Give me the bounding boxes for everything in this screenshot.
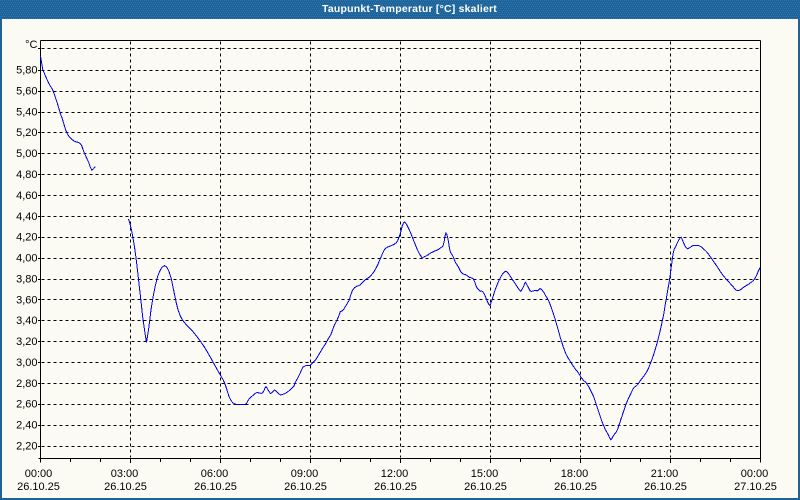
svg-text:26.10.25: 26.10.25 [464, 481, 507, 493]
svg-text:06:00: 06:00 [201, 468, 229, 480]
svg-text:00:00: 00:00 [741, 468, 769, 480]
svg-text:15:00: 15:00 [471, 468, 499, 480]
svg-text:26.10.25: 26.10.25 [374, 481, 417, 493]
svg-text:00:00: 00:00 [25, 468, 53, 480]
svg-text:4,20: 4,20 [16, 232, 37, 244]
svg-text:5,00: 5,00 [16, 148, 37, 160]
svg-text:18:00: 18:00 [561, 468, 589, 480]
svg-text:3,40: 3,40 [16, 315, 37, 327]
svg-text:4,40: 4,40 [16, 211, 37, 223]
svg-text:27.10.25: 27.10.25 [734, 481, 777, 493]
svg-text:2,20: 2,20 [16, 440, 37, 452]
svg-text:4,60: 4,60 [16, 190, 37, 202]
svg-text:09:00: 09:00 [291, 468, 319, 480]
svg-text:5,40: 5,40 [16, 106, 37, 118]
svg-text:21:00: 21:00 [651, 468, 679, 480]
svg-text:26.10.25: 26.10.25 [554, 481, 597, 493]
svg-text:03:00: 03:00 [111, 468, 139, 480]
svg-text:5,60: 5,60 [16, 86, 37, 98]
svg-text:12:00: 12:00 [381, 468, 409, 480]
svg-text:3,60: 3,60 [16, 294, 37, 306]
svg-text:5,20: 5,20 [16, 127, 37, 139]
svg-text:3,00: 3,00 [16, 357, 37, 369]
svg-text:4,00: 4,00 [16, 253, 37, 265]
svg-text:4,80: 4,80 [16, 169, 37, 181]
svg-text:26.10.25: 26.10.25 [284, 481, 327, 493]
svg-text:26.10.25: 26.10.25 [194, 481, 237, 493]
svg-text:°C: °C [25, 39, 37, 51]
svg-text:26.10.25: 26.10.25 [17, 481, 60, 493]
svg-text:26.10.25: 26.10.25 [644, 481, 687, 493]
svg-text:2,80: 2,80 [16, 378, 37, 390]
svg-text:26.10.25: 26.10.25 [104, 481, 147, 493]
svg-text:3,20: 3,20 [16, 336, 37, 348]
svg-text:5,80: 5,80 [16, 65, 37, 77]
svg-text:3,80: 3,80 [16, 273, 37, 285]
svg-text:2,40: 2,40 [16, 420, 37, 432]
svg-text:2,60: 2,60 [16, 399, 37, 411]
